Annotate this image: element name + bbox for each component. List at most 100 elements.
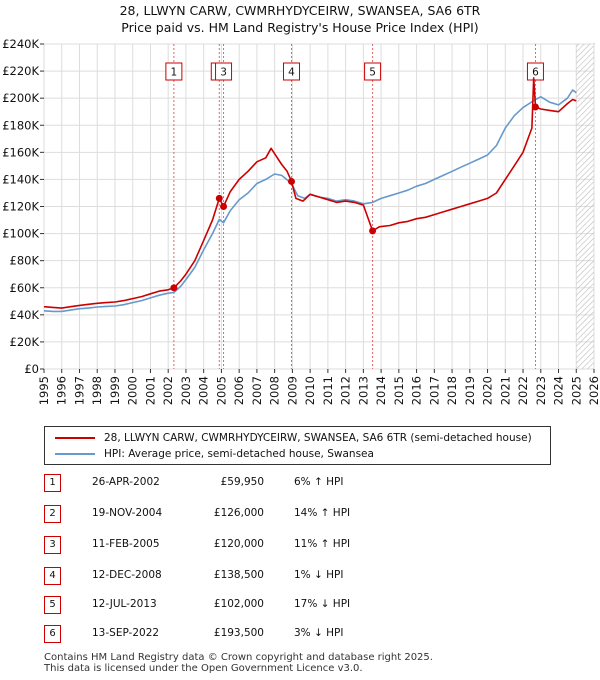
legend-label-hpi: HPI: Average price, semi-detached house,… — [104, 448, 374, 460]
x-tick-label: 1997 — [72, 376, 86, 405]
sale-date: 12-DEC-2008 — [92, 569, 162, 581]
sale-point — [369, 227, 377, 235]
sale-number-badge: 4 — [44, 567, 61, 585]
forecast-hatch — [576, 44, 594, 369]
x-tick-label: 2003 — [179, 376, 193, 405]
x-tick-label: 2002 — [161, 376, 175, 405]
sale-number-badge: 6 — [44, 625, 61, 643]
x-tick-label: 2018 — [445, 376, 459, 405]
y-tick-label: £220K — [2, 64, 39, 78]
sale-price: £126,000 — [213, 507, 264, 519]
sale-hpi-diff: 6% ↑ HPI — [294, 476, 344, 488]
x-tick-label: 2009 — [285, 376, 299, 405]
x-tick-label: 2016 — [410, 376, 424, 405]
footer-line: Contains HM Land Registry data © Crown c… — [44, 652, 433, 663]
sale-marker-badge — [165, 62, 183, 81]
sale-marker-number: 1 — [171, 67, 178, 79]
x-tick-label: 2025 — [569, 376, 583, 405]
sale-marker-number: 4 — [288, 67, 295, 79]
legend-item-hpi: HPI: Average price, semi-detached house,… — [55, 447, 374, 461]
y-tick-label: £40K — [10, 308, 40, 322]
footer-line: This data is licensed under the Open Gov… — [44, 663, 363, 674]
sale-number-badge: 2 — [44, 505, 61, 523]
y-tick-label: £20K — [10, 335, 40, 349]
legend-swatch-blue — [55, 453, 95, 455]
x-tick-label: 2004 — [197, 376, 211, 405]
y-tick-label: £160K — [2, 145, 39, 159]
y-tick-label: £60K — [10, 281, 40, 295]
y-tick-label: £140K — [2, 172, 39, 186]
sale-date: 13-SEP-2022 — [92, 627, 160, 639]
sale-marker-number: 3 — [220, 67, 227, 79]
sale-price: £138,500 — [213, 569, 264, 581]
x-tick-label: 2021 — [498, 376, 512, 405]
sale-hpi-diff: 1% ↓ HPI — [294, 569, 344, 581]
footer-attribution: Contains HM Land Registry data © Crown c… — [44, 652, 433, 674]
x-tick-label: 2008 — [268, 376, 282, 405]
sale-number-badge: 3 — [44, 536, 61, 554]
sale-price: £102,000 — [213, 598, 264, 610]
sale-hpi-diff: 11% ↑ HPI — [294, 538, 351, 550]
sale-marker-badge — [283, 62, 300, 81]
sale-marker-badge — [526, 62, 544, 81]
sale-date: 12-JUL-2013 — [92, 598, 157, 610]
x-tick-label: 2000 — [126, 376, 140, 405]
x-tick-label: 2023 — [534, 376, 548, 405]
x-tick-label: 1999 — [108, 376, 122, 405]
sale-date: 19-NOV-2004 — [92, 507, 163, 519]
x-tick-label: 2010 — [303, 376, 317, 405]
price-paid-line — [43, 77, 577, 309]
legend: 28, LLWYN CARW, CWMRHYDYCEIRW, SWANSEA, … — [44, 426, 551, 465]
x-tick-label: 2012 — [339, 376, 353, 405]
sale-date: 11-FEB-2005 — [92, 538, 160, 550]
x-tick-label: 2011 — [321, 376, 335, 405]
sale-number-badge: 5 — [44, 596, 61, 614]
y-tick-label: £0 — [24, 362, 39, 376]
y-tick-label: £120K — [2, 200, 39, 214]
sale-point — [220, 203, 228, 210]
sale-hpi-diff: 3% ↓ HPI — [294, 627, 344, 639]
x-tick-label: 2013 — [356, 376, 370, 405]
y-tick-label: £240K — [2, 37, 39, 51]
sale-marker-number: 6 — [532, 67, 539, 79]
x-tick-label: 2007 — [250, 376, 264, 405]
legend-swatch-red — [55, 437, 95, 439]
sale-marker-badge — [215, 62, 233, 81]
x-tick-label: 1996 — [55, 376, 69, 405]
x-tick-label: 2005 — [214, 376, 228, 405]
sale-price: £120,000 — [213, 538, 264, 550]
x-tick-label: 1995 — [37, 376, 51, 405]
x-tick-label: 2022 — [516, 376, 530, 405]
x-tick-label: 2026 — [587, 376, 600, 405]
x-tick-label: 2015 — [392, 376, 406, 405]
sale-price: £193,500 — [213, 627, 264, 639]
sale-point — [170, 284, 178, 292]
price-chart: 123456 £0£20K£40K£60K£80K£100K£120K£140K… — [2, 37, 600, 405]
sale-point — [288, 177, 295, 185]
x-tick-label: 1998 — [90, 376, 104, 405]
sale-marker-number: 5 — [369, 67, 376, 79]
sale-number-badge: 1 — [44, 474, 61, 492]
sale-hpi-diff: 17% ↓ HPI — [294, 598, 351, 610]
sale-date: 26-APR-2002 — [92, 476, 160, 488]
sale-point — [531, 103, 539, 111]
y-tick-label: £80K — [10, 254, 40, 268]
legend-label-property: 28, LLWYN CARW, CWMRHYDYCEIRW, SWANSEA, … — [104, 432, 532, 444]
x-tick-label: 2001 — [143, 376, 157, 405]
chart-title: 28, LLWYN CARW, CWMRHYDYCEIRW, SWANSEA, … — [119, 3, 481, 18]
y-tick-label: £100K — [2, 227, 39, 241]
chart-subtitle: Price paid vs. HM Land Registry's House … — [121, 20, 479, 35]
x-tick-label: 2019 — [463, 376, 477, 405]
y-tick-label: £200K — [2, 91, 39, 105]
x-tick-label: 2006 — [232, 376, 246, 405]
sale-hpi-diff: 14% ↑ HPI — [294, 507, 351, 519]
sale-price: £59,950 — [220, 476, 264, 488]
x-tick-label: 2024 — [552, 376, 566, 405]
legend-item-property: 28, LLWYN CARW, CWMRHYDYCEIRW, SWANSEA, … — [55, 431, 532, 445]
x-tick-label: 2020 — [481, 376, 495, 405]
sale-marker-badge — [364, 62, 382, 81]
x-tick-label: 2014 — [374, 376, 388, 405]
y-tick-label: £180K — [2, 118, 39, 132]
sale-point — [215, 194, 223, 202]
x-tick-label: 2017 — [427, 376, 441, 405]
